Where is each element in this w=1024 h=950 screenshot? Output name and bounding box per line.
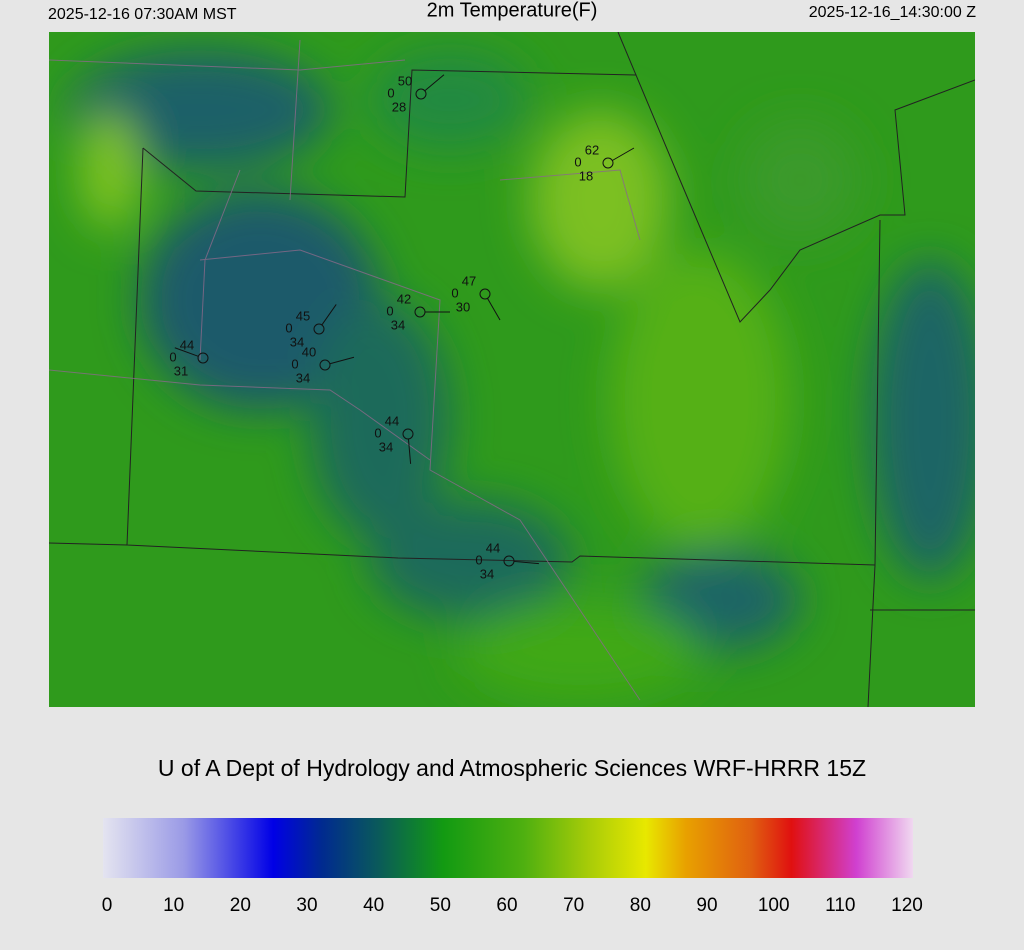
station-marker bbox=[197, 352, 209, 364]
station-temperature: 44 bbox=[180, 337, 194, 352]
station-precip: 0 bbox=[475, 552, 482, 567]
station-temperature: 47 bbox=[462, 273, 476, 288]
colorbar-tick-label: 10 bbox=[163, 895, 184, 916]
colorbar-tick-label: 110 bbox=[825, 895, 855, 916]
station-precip: 0 bbox=[169, 349, 176, 364]
station-marker bbox=[479, 288, 491, 300]
station-dewpoint: 31 bbox=[174, 363, 188, 378]
colorbar-tick-label: 0 bbox=[102, 895, 113, 916]
station-marker bbox=[313, 323, 325, 335]
station-dewpoint: 18 bbox=[579, 168, 593, 183]
station-precip: 0 bbox=[387, 85, 394, 100]
wind-barb bbox=[321, 304, 337, 326]
wind-barb bbox=[329, 356, 355, 365]
colorbar-tick-label: 120 bbox=[891, 895, 923, 916]
station-precip: 0 bbox=[285, 320, 292, 335]
station-precip: 0 bbox=[374, 425, 381, 440]
station-temperature: 42 bbox=[397, 291, 411, 306]
station-dewpoint: 34 bbox=[379, 439, 393, 454]
station-marker bbox=[402, 428, 414, 440]
utc-time: 2025-12-16_14:30:00 Z bbox=[809, 4, 976, 21]
colorbar-tick-label: 40 bbox=[363, 895, 384, 916]
colorbar-tick-label: 70 bbox=[563, 895, 584, 916]
colorbar-tick-label: 90 bbox=[696, 895, 717, 916]
station-marker bbox=[602, 157, 614, 169]
station-dewpoint: 34 bbox=[391, 317, 405, 332]
wind-barb bbox=[174, 347, 199, 357]
station-marker bbox=[503, 555, 515, 567]
station-temperature: 44 bbox=[486, 540, 500, 555]
station-precip: 0 bbox=[386, 303, 393, 318]
station-temperature: 44 bbox=[385, 413, 399, 428]
colorbar-tick-label: 30 bbox=[296, 895, 317, 916]
station-precip: 0 bbox=[451, 285, 458, 300]
wind-barb bbox=[513, 560, 539, 565]
wind-barb bbox=[487, 298, 501, 321]
local-time: 2025-12-16 07:30AM MST bbox=[48, 6, 237, 23]
station-marker bbox=[415, 88, 427, 100]
wind-barb bbox=[612, 147, 635, 161]
station-temperature: 40 bbox=[302, 344, 316, 359]
station-precip: 0 bbox=[574, 154, 581, 169]
station-marker bbox=[319, 359, 331, 371]
colorbar-tick-label: 60 bbox=[496, 895, 517, 916]
station-temperature: 45 bbox=[296, 308, 310, 323]
station-temperature: 62 bbox=[585, 142, 599, 157]
colorbar bbox=[103, 818, 913, 878]
credit: U of A Dept of Hydrology and Atmospheric… bbox=[158, 755, 866, 781]
colorbar-tick-label: 80 bbox=[630, 895, 651, 916]
wind-barb bbox=[407, 438, 412, 464]
station-dewpoint: 34 bbox=[296, 370, 310, 385]
station-dewpoint: 28 bbox=[392, 99, 406, 114]
colorbar-tick-label: 20 bbox=[230, 895, 251, 916]
station-dewpoint: 34 bbox=[290, 334, 304, 349]
station-precip: 0 bbox=[291, 356, 298, 371]
map bbox=[49, 32, 975, 707]
station-dewpoint: 34 bbox=[480, 566, 494, 581]
wind-barb bbox=[424, 74, 445, 92]
station-dewpoint: 30 bbox=[456, 299, 470, 314]
map-title: 2m Temperature(F) bbox=[427, 0, 598, 21]
station-temperature: 50 bbox=[398, 73, 412, 88]
colorbar-tick-label: 50 bbox=[430, 895, 451, 916]
colorbar-tick-label: 100 bbox=[758, 895, 790, 916]
